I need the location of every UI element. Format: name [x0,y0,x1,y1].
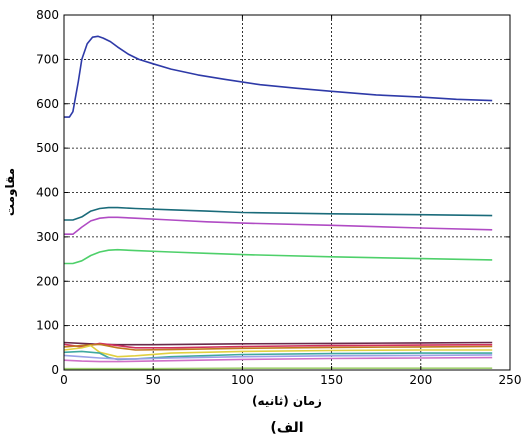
y-tick-label: 500 [36,141,59,155]
grid-lines [64,15,510,370]
series-line-10 [63,354,493,360]
y-tick-label: 400 [36,186,59,200]
x-tick-label: 150 [320,373,343,387]
series-line-12 [64,367,493,370]
figure-caption: الف) [270,420,303,436]
x-tick-label: 200 [409,373,432,387]
x-axis-ticks: 0 50 100 150 200 250 [60,15,521,387]
x-tick-label: 100 [231,373,254,387]
y-axis-ticks: 0 100 200 300 400 500 600 700 800 [36,8,510,377]
y-tick-label: 300 [36,230,59,244]
y-axis-label: مقاومت [3,168,18,216]
x-axis-label: زمان (ثانیه) [252,394,322,408]
x-tick-label: 0 [60,373,68,387]
y-tick-label: 0 [51,363,59,377]
y-tick-label: 100 [36,319,59,333]
y-tick-label: 200 [36,274,59,288]
series-line-8 [63,344,493,358]
y-tick-label: 600 [36,97,59,111]
x-tick-label: 50 [146,373,161,387]
x-tick-label: 250 [499,373,522,387]
series-line-2 [64,206,493,221]
plot-area [64,15,510,370]
series-line-5 [63,341,493,346]
series-line-11 [63,356,493,363]
y-tick-label: 800 [36,8,59,22]
series-line-4 [64,248,493,265]
series-line-3 [64,216,493,235]
y-tick-label: 700 [36,52,59,66]
series-line-1 [64,35,493,118]
